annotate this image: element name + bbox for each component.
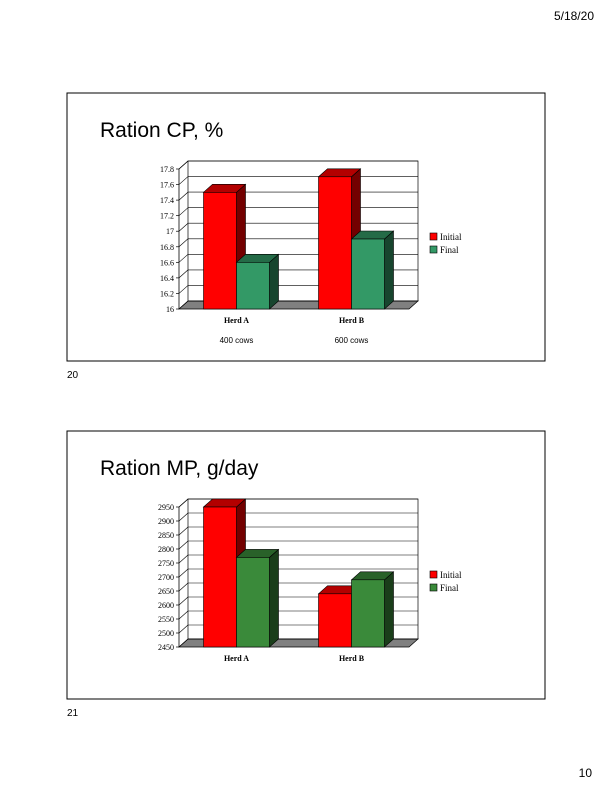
y-tick-label: 17.6	[160, 181, 174, 190]
bar	[203, 192, 237, 310]
y-tick-label: 16.4	[160, 274, 174, 283]
y-tick-label: 2600	[158, 601, 174, 610]
y-tick-label: 2500	[158, 629, 174, 638]
bar-side	[269, 548, 279, 648]
y-tick-label: 17	[166, 227, 174, 236]
y-tick-label: 16.2	[160, 289, 174, 298]
x-tick-label: Herd A	[224, 316, 249, 325]
x-tick-label: Herd B	[339, 654, 365, 663]
page-number: 10	[579, 766, 593, 780]
slide-frame	[66, 92, 546, 362]
y-tick-label: 16.6	[160, 258, 174, 267]
bar-side	[384, 230, 394, 310]
y-tick-label: 17.4	[160, 196, 174, 205]
y-tick-label: 2750	[158, 559, 174, 568]
slide-number: 21	[67, 708, 79, 719]
y-tick-label: 17.8	[160, 165, 174, 174]
bar	[318, 593, 352, 648]
y-tick-label: 2550	[158, 615, 174, 624]
bar	[351, 238, 385, 310]
y-tick-label: 16.8	[160, 243, 174, 252]
grid-line	[178, 512, 189, 522]
grid-line	[178, 624, 189, 634]
grid-line	[178, 191, 189, 201]
y-tick-label: 2800	[158, 545, 174, 554]
legend-label: Final	[440, 583, 459, 593]
chart-title: Ration MP, g/day	[100, 457, 259, 480]
grid-line	[178, 300, 189, 310]
grid-line	[178, 610, 189, 620]
grid-line	[178, 285, 189, 294]
grid-line	[178, 160, 189, 170]
grid-line	[178, 238, 189, 248]
legend-swatch	[429, 232, 438, 241]
y-tick-label: 2450	[158, 643, 174, 652]
bar	[203, 506, 237, 648]
grid-line	[178, 207, 189, 216]
x-tick-label: Herd B	[339, 316, 365, 325]
grid-line	[178, 222, 189, 232]
grid-line	[178, 540, 189, 550]
grid-line	[178, 176, 189, 185]
chart-title: Ration CP, %	[100, 119, 223, 142]
x-tick-label: Herd A	[224, 654, 249, 663]
category-note: 600 cows	[335, 336, 369, 345]
bar-side	[269, 253, 279, 310]
grid-line	[178, 582, 189, 592]
legend-swatch	[429, 245, 438, 254]
y-tick-label: 16	[166, 305, 174, 314]
y-tick-label: 2650	[158, 587, 174, 596]
bar	[236, 557, 270, 648]
category-note: 400 cows	[220, 336, 254, 345]
grid-line	[178, 568, 189, 578]
grid-line	[178, 554, 189, 564]
slide-frame	[66, 430, 546, 700]
slide-number: 20	[67, 370, 79, 381]
y-tick-label: 2850	[158, 531, 174, 540]
legend-label: Initial	[440, 570, 462, 580]
grid-line	[178, 526, 189, 536]
grid-line	[178, 254, 189, 263]
legend-swatch	[429, 570, 438, 579]
bar-side	[384, 571, 394, 648]
grid-line	[178, 638, 189, 648]
y-tick-label: 2700	[158, 573, 174, 582]
y-tick-label: 17.2	[160, 212, 174, 221]
bar	[318, 176, 352, 310]
bar	[351, 579, 385, 648]
y-tick-label: 2900	[158, 517, 174, 526]
grid-line	[178, 269, 189, 279]
date: 5/18/20	[554, 9, 594, 23]
bar	[236, 262, 270, 310]
legend-swatch	[429, 583, 438, 592]
grid-line	[178, 596, 189, 606]
legend-label: Initial	[440, 232, 462, 242]
legend-label: Final	[440, 245, 459, 255]
grid-line	[178, 498, 189, 508]
y-tick-label: 2950	[158, 503, 174, 512]
